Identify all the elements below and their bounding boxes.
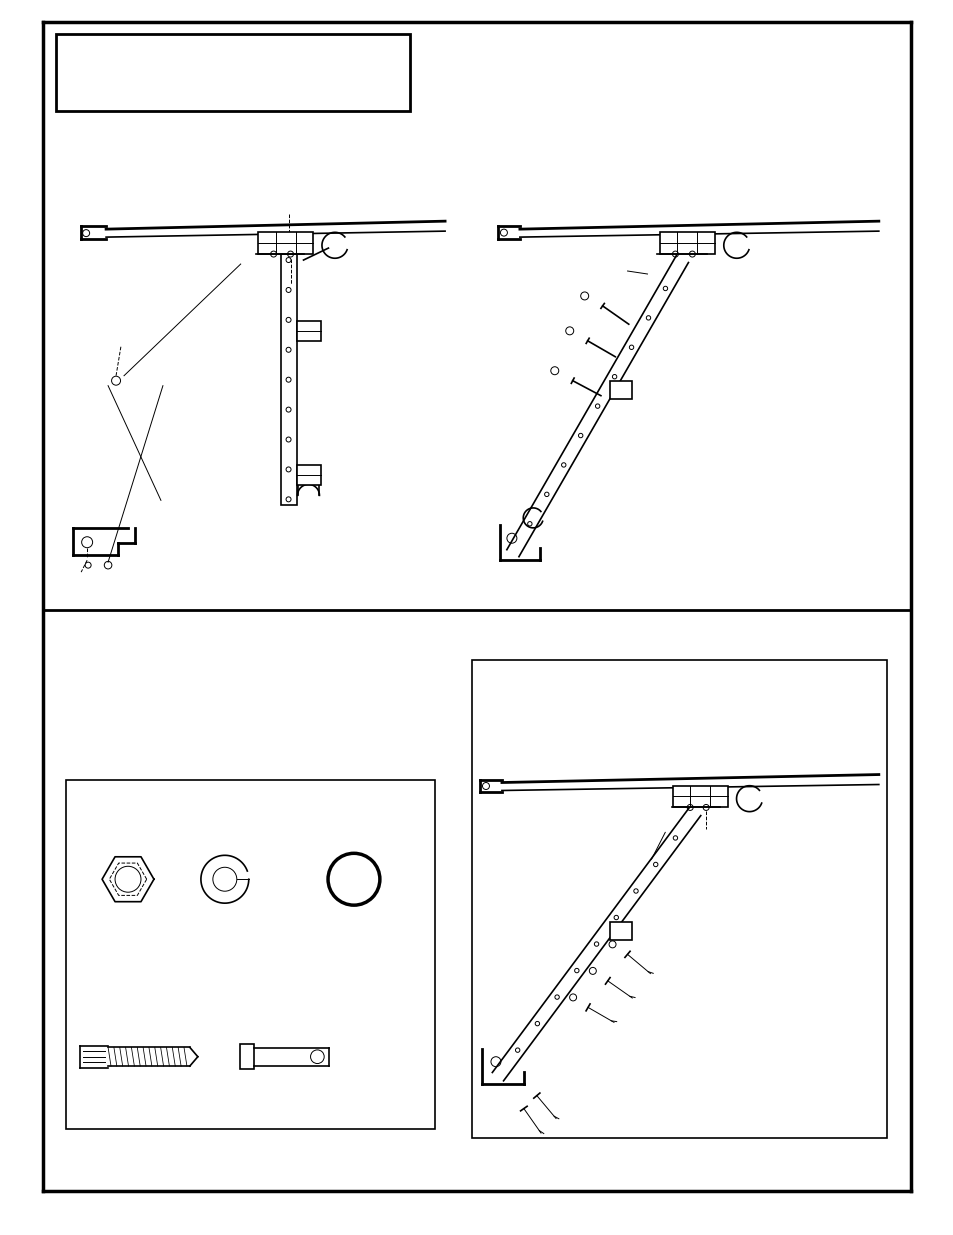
Bar	[472, 659, 886, 1139]
Bar	[239, 1045, 253, 1070]
Bar	[610, 921, 632, 940]
Bar	[659, 232, 714, 254]
Bar	[296, 466, 321, 485]
Bar	[610, 382, 632, 399]
Bar	[672, 785, 727, 808]
Bar	[280, 254, 296, 505]
Bar	[56, 33, 410, 111]
Bar	[66, 779, 435, 1129]
Bar	[258, 232, 313, 254]
Bar	[296, 321, 321, 341]
